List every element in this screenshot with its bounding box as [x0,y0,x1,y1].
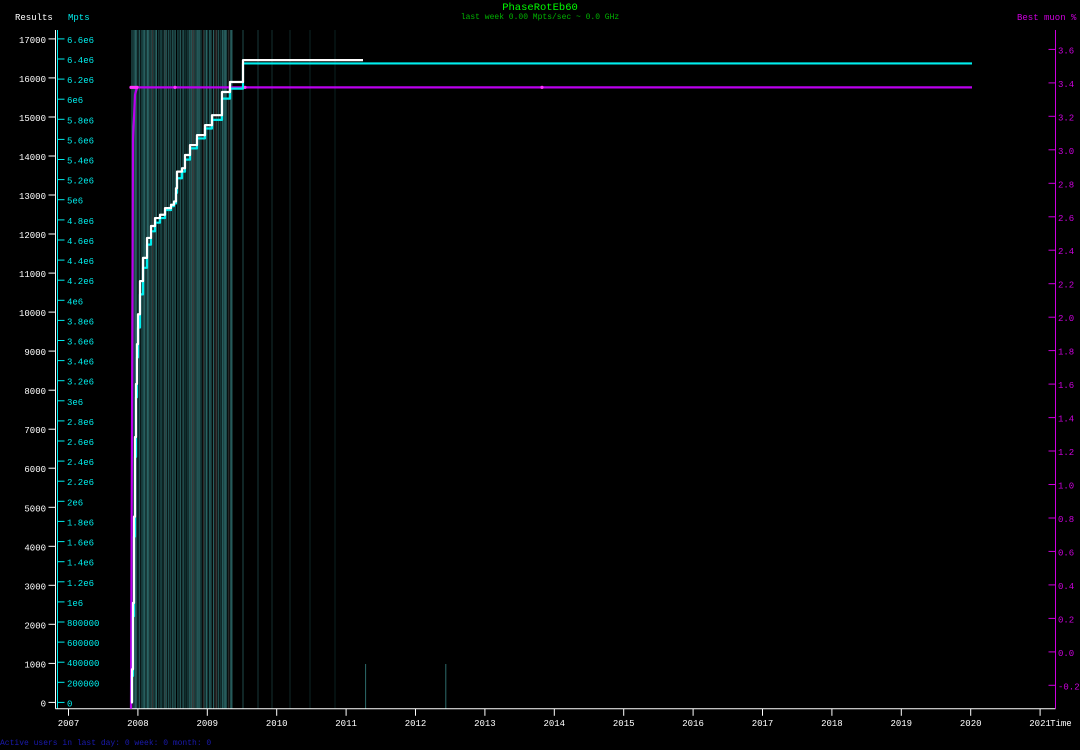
svg-text:13000: 13000 [19,192,46,202]
svg-text:3.8e6: 3.8e6 [67,317,94,327]
svg-text:3.6: 3.6 [1058,46,1074,56]
svg-text:3.4e6: 3.4e6 [67,358,94,368]
svg-text:2.4e6: 2.4e6 [67,458,94,468]
svg-text:2.8: 2.8 [1058,180,1074,190]
svg-text:4000: 4000 [24,543,46,553]
svg-text:4.4e6: 4.4e6 [67,257,94,267]
svg-text:5.8e6: 5.8e6 [67,116,94,126]
svg-text:5e6: 5e6 [67,197,83,207]
svg-text:4.8e6: 4.8e6 [67,217,94,227]
svg-text:3.0: 3.0 [1058,147,1074,157]
svg-text:-0.2: -0.2 [1058,682,1080,692]
svg-text:11000: 11000 [19,270,46,280]
svg-text:2012: 2012 [405,719,427,729]
svg-text:2018: 2018 [821,719,843,729]
svg-text:16000: 16000 [19,75,46,85]
svg-text:6e6: 6e6 [67,96,83,106]
svg-text:3.6e6: 3.6e6 [67,338,94,348]
svg-text:3.2e6: 3.2e6 [67,378,94,388]
svg-text:2020: 2020 [960,719,982,729]
svg-text:800000: 800000 [67,619,99,629]
svg-text:9000: 9000 [24,348,46,358]
svg-text:10000: 10000 [19,309,46,319]
svg-text:2.2e6: 2.2e6 [67,478,94,488]
svg-text:1.2e6: 1.2e6 [67,579,94,589]
svg-text:5.6e6: 5.6e6 [67,136,94,146]
svg-text:0.8: 0.8 [1058,515,1074,525]
svg-text:2015: 2015 [613,719,635,729]
svg-text:400000: 400000 [67,659,99,669]
svg-text:14000: 14000 [19,153,46,163]
svg-text:1.2: 1.2 [1058,448,1074,458]
svg-text:4e6: 4e6 [67,297,83,307]
svg-text:1.4: 1.4 [1058,415,1074,425]
svg-text:200000: 200000 [67,679,99,689]
svg-text:2016: 2016 [682,719,704,729]
svg-text:0: 0 [41,699,46,709]
svg-text:12000: 12000 [19,231,46,241]
svg-text:2014: 2014 [543,719,565,729]
svg-text:3.2: 3.2 [1058,113,1074,123]
svg-text:2021: 2021 [1029,719,1051,729]
svg-text:17000: 17000 [19,36,46,46]
svg-text:2.4: 2.4 [1058,247,1074,257]
svg-text:2019: 2019 [890,719,912,729]
svg-text:2007: 2007 [58,719,80,729]
svg-text:2010: 2010 [266,719,288,729]
svg-text:5.2e6: 5.2e6 [67,177,94,187]
svg-text:7000: 7000 [24,426,46,436]
svg-text:1.4e6: 1.4e6 [67,559,94,569]
svg-text:Time: Time [1050,719,1072,729]
svg-text:2011: 2011 [335,719,357,729]
svg-text:2.6: 2.6 [1058,214,1074,224]
svg-text:0.4: 0.4 [1058,582,1074,592]
svg-text:5000: 5000 [24,504,46,514]
svg-text:2009: 2009 [196,719,218,729]
svg-text:2e6: 2e6 [67,498,83,508]
svg-text:6000: 6000 [24,465,46,475]
svg-text:2008: 2008 [127,719,149,729]
svg-text:600000: 600000 [67,639,99,649]
svg-text:1.6e6: 1.6e6 [67,539,94,549]
svg-text:0.0: 0.0 [1058,649,1074,659]
svg-text:5.4e6: 5.4e6 [67,157,94,167]
svg-text:4.2e6: 4.2e6 [67,277,94,287]
svg-text:1.8e6: 1.8e6 [67,518,94,528]
svg-text:2017: 2017 [752,719,774,729]
svg-text:2.0: 2.0 [1058,314,1074,324]
svg-text:2013: 2013 [474,719,496,729]
svg-text:1000: 1000 [24,660,46,670]
svg-text:0.6: 0.6 [1058,548,1074,558]
svg-text:3.4: 3.4 [1058,80,1074,90]
svg-text:6.6e6: 6.6e6 [67,36,94,46]
svg-text:2000: 2000 [24,621,46,631]
svg-text:8000: 8000 [24,387,46,397]
svg-text:6.4e6: 6.4e6 [67,56,94,66]
svg-text:1.8: 1.8 [1058,348,1074,358]
svg-text:0: 0 [67,699,72,709]
svg-text:2.6e6: 2.6e6 [67,438,94,448]
svg-text:2.2: 2.2 [1058,281,1074,291]
svg-text:3e6: 3e6 [67,398,83,408]
svg-text:1e6: 1e6 [67,599,83,609]
svg-text:1.0: 1.0 [1058,482,1074,492]
svg-text:0.2: 0.2 [1058,615,1074,625]
svg-text:1.6: 1.6 [1058,381,1074,391]
svg-text:6.2e6: 6.2e6 [67,76,94,86]
svg-text:2.8e6: 2.8e6 [67,418,94,428]
svg-text:3000: 3000 [24,582,46,592]
svg-text:4.6e6: 4.6e6 [67,237,94,247]
svg-text:15000: 15000 [19,114,46,124]
